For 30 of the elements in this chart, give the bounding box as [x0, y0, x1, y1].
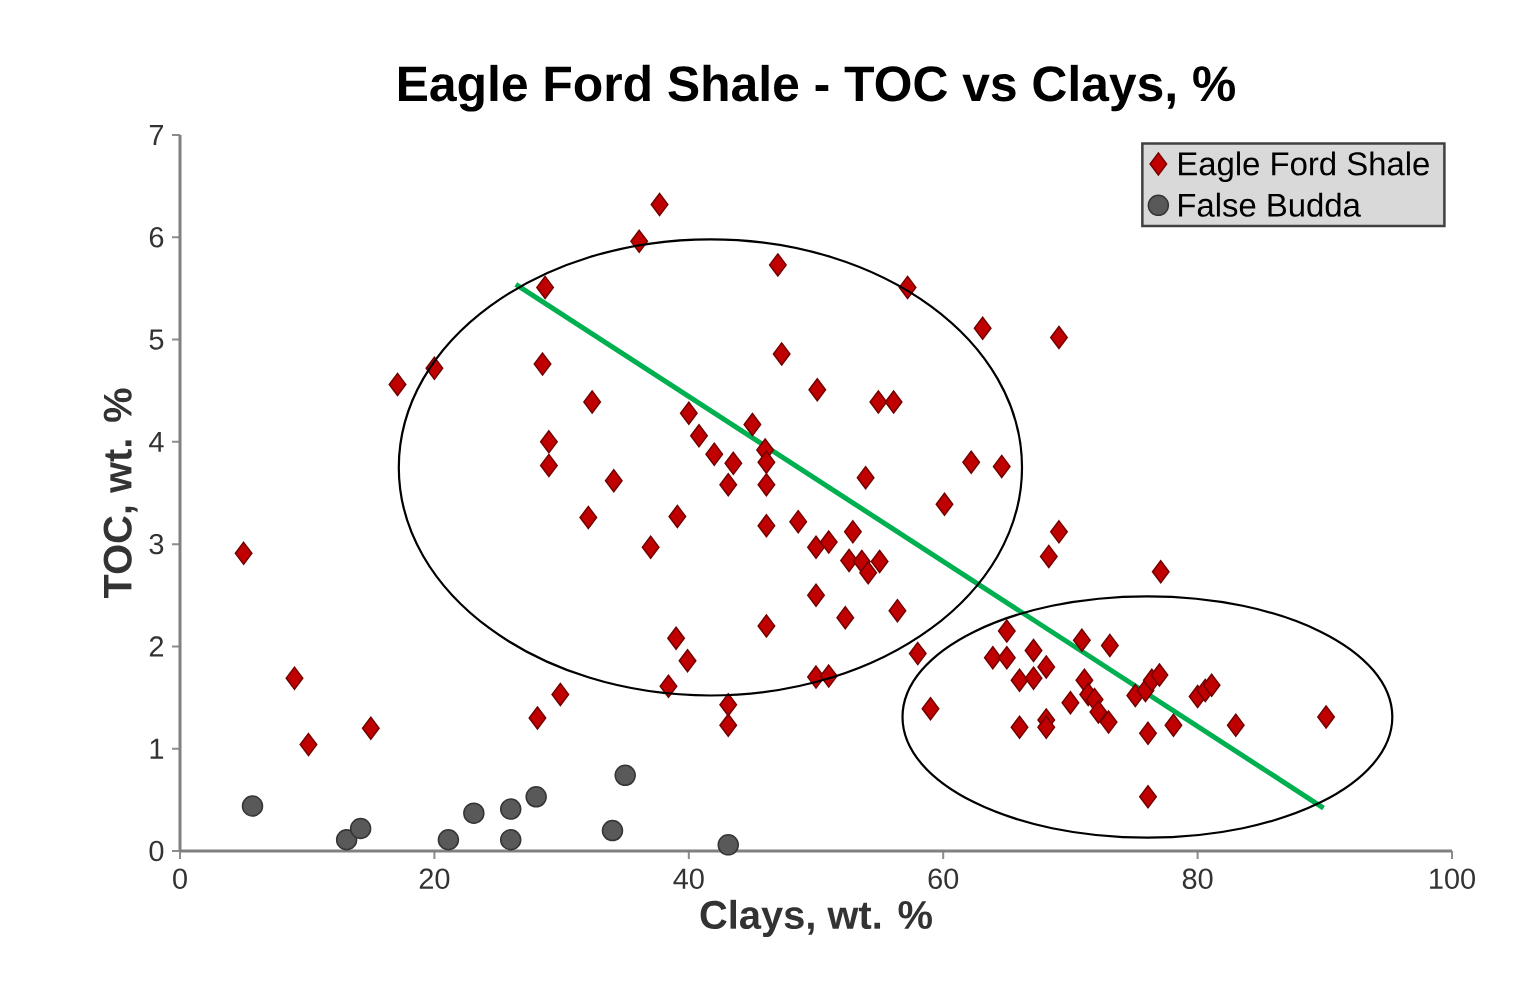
point — [349, 817, 372, 840]
point — [241, 795, 264, 817]
point — [717, 834, 739, 856]
y-tick-label: 1 — [150, 738, 164, 759]
y-tick-label: 6 — [149, 227, 164, 248]
y-tick-label: 2 — [149, 636, 164, 657]
x-tick-label: 0 — [173, 868, 187, 889]
x-tick-label: 20 — [419, 868, 450, 889]
point — [335, 829, 358, 851]
y-axis-title: TOC, wt. % — [103, 388, 138, 599]
x-tick-label: 60 — [928, 868, 959, 889]
y-tick-label: 5 — [149, 329, 164, 350]
point — [525, 786, 547, 808]
x-tick-label: 80 — [1182, 868, 1213, 889]
y-tick-label: 4 — [149, 431, 164, 452]
legend-label: False Budda — [1179, 192, 1361, 217]
legend-label: Eagle Ford Shale — [1179, 151, 1429, 183]
point — [499, 829, 522, 851]
y-tick-label: 3 — [149, 533, 164, 555]
x-tick-label: 40 — [673, 868, 704, 889]
y-tick-label: 0 — [149, 840, 164, 862]
point — [437, 829, 460, 851]
y-tick-label: 7 — [149, 125, 164, 145]
x-tick-label: 100 — [1430, 868, 1475, 889]
chart-title: Eagle Ford Shale - TOC vs Clays, % — [399, 64, 1235, 112]
point — [601, 819, 624, 842]
x-axis-title: Clays, wt. % — [700, 899, 932, 937]
point — [463, 802, 485, 824]
point — [499, 798, 522, 820]
point — [614, 764, 636, 787]
